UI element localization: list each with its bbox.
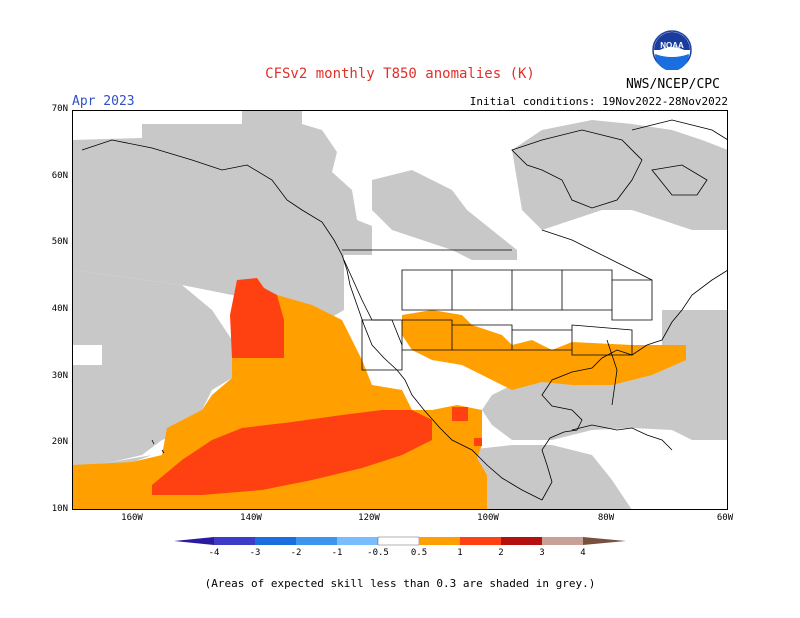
chart-title: CFSv2 monthly T850 anomalies (K) — [265, 66, 535, 82]
initial-conditions: Initial conditions: 19Nov2022-28Nov2022 — [469, 95, 728, 108]
legend-swatch — [501, 537, 542, 545]
svg-text:NOAA: NOAA — [660, 41, 684, 50]
legend-label: 1 — [457, 548, 463, 558]
legend-swatch — [377, 536, 420, 546]
lat-label: 10N — [51, 504, 68, 514]
legend-label: 4 — [580, 548, 586, 558]
legend-label: 2 — [498, 548, 504, 558]
legend-swatch — [419, 537, 460, 545]
lon-label: 140W — [240, 513, 262, 523]
legend-swatch — [542, 537, 583, 545]
lon-label: 120W — [358, 513, 380, 523]
lat-label: 70N — [51, 104, 68, 114]
lat-label: 30N — [51, 371, 68, 381]
lat-label: 50N — [51, 237, 68, 247]
lon-label: 60W — [716, 513, 734, 523]
color-legend — [174, 536, 626, 546]
legend-swatch — [460, 537, 501, 545]
coastlines — [81, 119, 728, 501]
legend-label: -0.5 — [367, 548, 389, 558]
legend-swatch — [296, 537, 337, 545]
legend-label: 3 — [539, 548, 545, 558]
legend-label: -1 — [331, 548, 343, 558]
forecast-month: Apr 2023 — [72, 94, 135, 109]
lon-label: 160W — [121, 513, 143, 523]
anomaly-map — [72, 110, 728, 510]
lon-label: 100W — [477, 513, 499, 523]
legend-swatch — [583, 537, 626, 545]
footnote: (Areas of expected skill less than 0.3 a… — [204, 577, 596, 590]
legend-swatch — [214, 537, 255, 545]
lat-label: 40N — [51, 304, 68, 314]
legend-swatch — [174, 537, 214, 545]
noaa-logo: NOAA — [652, 30, 692, 70]
legend-label: 0.5 — [410, 548, 428, 558]
lon-label: 80W — [597, 513, 615, 523]
lat-label: 20N — [51, 437, 68, 447]
anomaly-red — [152, 278, 482, 495]
agency-label: NWS/NCEP/CPC — [626, 77, 720, 92]
lat-label: 60N — [51, 171, 68, 181]
legend-label: -4 — [208, 548, 220, 558]
legend-label: -2 — [290, 548, 302, 558]
legend-swatch — [337, 537, 378, 545]
legend-swatch — [255, 537, 296, 545]
legend-label: -3 — [249, 548, 261, 558]
